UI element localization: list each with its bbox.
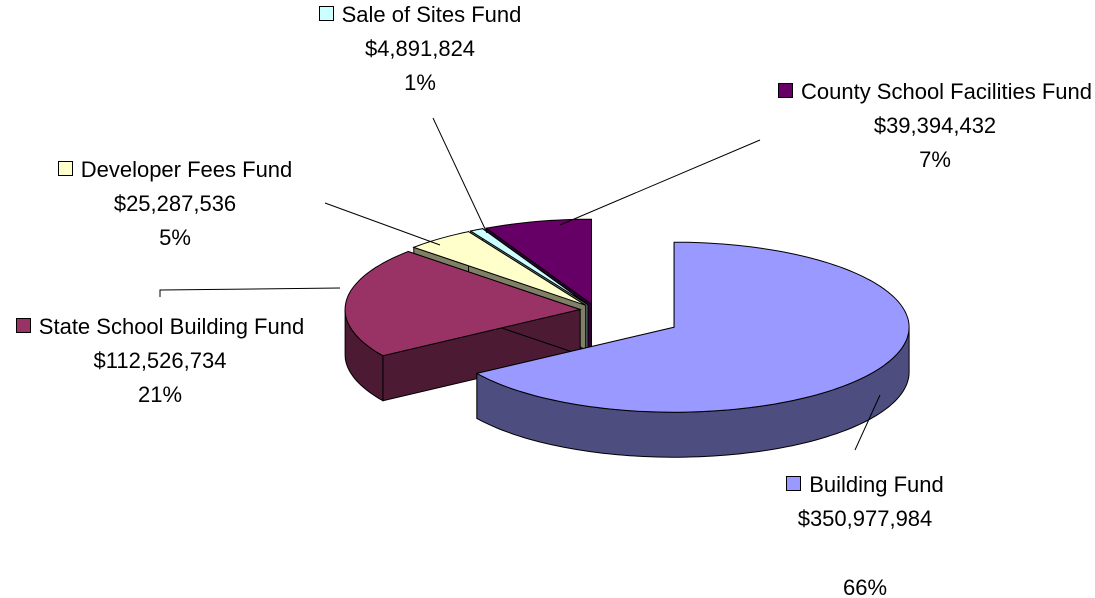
leader-line xyxy=(854,394,881,451)
slice-percent: 7% xyxy=(919,147,951,172)
slice-value: $112,526,734 xyxy=(93,348,227,373)
slice-percent: 1% xyxy=(404,70,436,95)
slice-name: Developer Fees Fund xyxy=(80,157,293,182)
slice-percent: 5% xyxy=(159,225,191,250)
slice-name: Sale of Sites Fund xyxy=(341,2,522,27)
slice-value: $25,287,536 xyxy=(113,191,237,216)
slice-label: Building Fund $350,977,984 66% xyxy=(740,468,990,598)
legend-swatch xyxy=(15,318,31,333)
label-name-line: State School Building Fund xyxy=(0,310,320,344)
slice-name: Building Fund xyxy=(809,472,944,497)
slice-label: County School Facilities Fund $39,394,432… xyxy=(760,75,1095,177)
slice-value: $350,977,984 xyxy=(797,506,933,531)
slice xyxy=(469,228,589,306)
legend-swatch xyxy=(318,6,334,21)
leader-line xyxy=(432,117,488,234)
slice xyxy=(344,250,582,357)
slice-name: State School Building Fund xyxy=(38,314,305,339)
label-name-line: Sale of Sites Fund xyxy=(290,0,550,32)
label-name-line: Building Fund xyxy=(740,468,990,502)
leader-line xyxy=(159,287,341,297)
legend-swatch xyxy=(777,83,793,98)
slice-label: Developer Fees Fund $25,287,536 5% xyxy=(20,153,330,255)
slice-percent: 66% xyxy=(842,575,888,598)
slice xyxy=(475,241,910,413)
slice-value: $39,394,432 xyxy=(873,113,997,138)
slice-percent: 21% xyxy=(137,382,183,407)
label-name-line: County School Facilities Fund xyxy=(760,75,1095,109)
legend-swatch xyxy=(57,161,73,176)
slice-name: County School Facilities Fund xyxy=(800,79,1093,104)
slice-value: $4,891,824 xyxy=(364,36,476,61)
slice-tops xyxy=(344,218,910,413)
slice-label: Sale of Sites Fund $4,891,824 1% xyxy=(290,0,550,100)
slice xyxy=(485,218,592,306)
slice-label: State School Building Fund $112,526,734 21… xyxy=(0,310,320,412)
label-name-line: Developer Fees Fund xyxy=(20,153,330,187)
leader-line xyxy=(324,202,441,246)
leader-line xyxy=(559,139,761,226)
slice xyxy=(412,231,586,306)
legend-swatch xyxy=(786,476,802,491)
